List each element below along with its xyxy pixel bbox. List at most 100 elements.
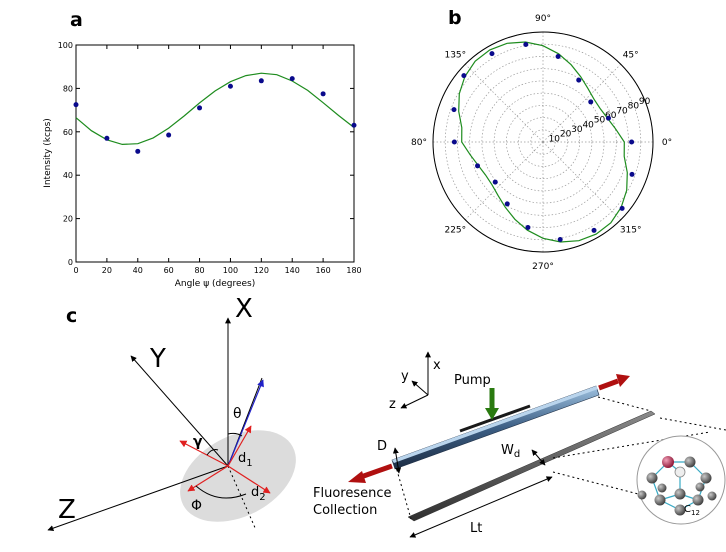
pump-label: Pump — [454, 373, 491, 388]
chart-a-xtick-label: 60 — [164, 266, 174, 275]
x-axis-label: X — [235, 294, 253, 324]
chart-b-point — [525, 224, 531, 230]
chart-b-spoke — [464, 141, 544, 221]
chart-b-radial-label: 20 — [560, 130, 572, 140]
chart-b-radial-label: 80 — [628, 102, 640, 112]
chart-a-xtick-label: 140 — [285, 266, 300, 275]
chart-b-ring — [530, 129, 556, 155]
chart-a-xtick-label: 20 — [102, 266, 112, 275]
chart-b-ring — [457, 56, 629, 228]
lattice-label: C12 — [684, 504, 700, 517]
chart-a-xtick-label: 40 — [133, 266, 143, 275]
output-arrow-shaft — [598, 378, 619, 391]
d2-vector — [227, 465, 271, 494]
chart-a-point — [135, 148, 141, 154]
panel-label-a: a — [70, 9, 83, 31]
chart-b-angle-label: 45° — [623, 50, 639, 60]
chart-a-ytick-label: 100 — [58, 41, 73, 50]
chart-b-point — [605, 115, 611, 121]
nanobeam-top — [392, 386, 598, 463]
chart-a-xtick-label: 80 — [194, 266, 204, 275]
device-schematic: x y z Pump D Wd Lt Fluoresence Coll — [313, 351, 726, 538]
chart-b-point — [451, 139, 457, 145]
chart-b-point — [629, 139, 635, 145]
chart-a: 0 20 40 60 80 100 120 140 160 180 0 20 40 60 80 100 Ang… — [43, 41, 362, 289]
z-axis-line — [47, 465, 229, 532]
y-axis-line — [130, 355, 229, 467]
chart-b-point — [492, 179, 498, 185]
theta-label: θ — [233, 406, 242, 422]
chart-b-angle-label: 90° — [535, 14, 551, 24]
chart-a-point — [197, 105, 203, 111]
d2-label: d2 — [251, 485, 266, 503]
plate-edge-left — [393, 459, 412, 520]
chart-b-point — [504, 201, 510, 207]
d1-label: d1 — [238, 451, 253, 469]
wd-dotted-left — [552, 471, 651, 498]
nanobeam-core — [459, 404, 531, 433]
nitrogen-atom — [662, 456, 674, 468]
chart-b-radial-label: 40 — [582, 120, 594, 130]
chart-a-point — [258, 78, 264, 84]
chart-a-ticks: 0 20 40 60 80 100 120 140 160 180 0 20 40 60 80 100 — [58, 41, 362, 275]
chart-a-frame — [75, 44, 355, 263]
chart-b-outer-ring — [432, 31, 654, 253]
chart-b-ring — [444, 43, 642, 241]
wd-dimension-arrow — [531, 449, 546, 466]
chart-b-angle-label: 225° — [444, 226, 466, 236]
pump-arrowhead — [485, 408, 499, 420]
chart-b-point — [461, 73, 467, 79]
chart-b-radial-label: 90 — [639, 97, 651, 107]
blue-vector — [227, 379, 264, 467]
chart-b-point — [588, 99, 594, 105]
plane-normal-dotted — [227, 465, 257, 531]
orientation-schematic: X Y Z θ γ Φ d1 d2 — [47, 294, 296, 532]
chart-b-angle-label: 0° — [662, 138, 672, 148]
d-dimension-arrow — [392, 447, 402, 474]
chart-a-ytick-label: 20 — [63, 215, 73, 224]
chart-a-point — [351, 122, 357, 128]
small-z-label: z — [389, 397, 396, 412]
chart-b-point — [555, 54, 561, 60]
small-z-axis-line — [400, 394, 429, 409]
slot-plate — [407, 410, 656, 522]
chart-b-spoke — [464, 63, 544, 143]
chart-b-angle-label: 315° — [620, 226, 642, 236]
chart-b-ring — [493, 92, 593, 192]
chart-b-radial-label: 10 — [549, 134, 561, 144]
small-x-label: x — [433, 358, 441, 373]
vacancy-site — [674, 466, 686, 478]
chart-b-spoke — [542, 141, 622, 221]
phi-arc — [195, 485, 247, 499]
chart-b-point — [619, 205, 625, 211]
chart-a-point — [320, 91, 326, 97]
gamma-arc — [206, 449, 219, 456]
chart-b-angle-label: 135° — [444, 50, 466, 60]
chart-b-radial-label: 60 — [605, 111, 617, 121]
lt-label: Lt — [470, 521, 482, 536]
chart-b-ring — [481, 80, 605, 204]
chart-a-xlabel: Angle ψ (degrees) — [175, 279, 256, 289]
chart-a-point — [104, 135, 110, 141]
chart-b-fit-curve — [458, 41, 628, 243]
chart-b-point — [557, 236, 563, 242]
small-y-label: y — [401, 369, 409, 384]
d1-vector — [227, 425, 252, 467]
collection-label-line2: Collection — [313, 503, 377, 518]
inset-dotted-top — [659, 417, 726, 431]
wd-dotted-right — [552, 431, 711, 459]
chart-b-point — [591, 227, 597, 233]
y-axis-label: Y — [149, 344, 166, 374]
chart-a-xtick-label: 100 — [223, 266, 238, 275]
chart-b-point — [475, 163, 481, 169]
chart-a-ylabel: Intensity (kcps) — [43, 118, 53, 188]
theta-arc — [227, 432, 243, 437]
chart-b-point — [523, 42, 529, 48]
wd-label: Wd — [501, 443, 520, 460]
small-y-axis-line — [411, 380, 429, 396]
gamma-label: γ — [193, 434, 203, 450]
chart-b-point — [451, 107, 457, 113]
chart-a-xtick-label: 120 — [254, 266, 269, 275]
chart-a-points — [73, 76, 357, 154]
